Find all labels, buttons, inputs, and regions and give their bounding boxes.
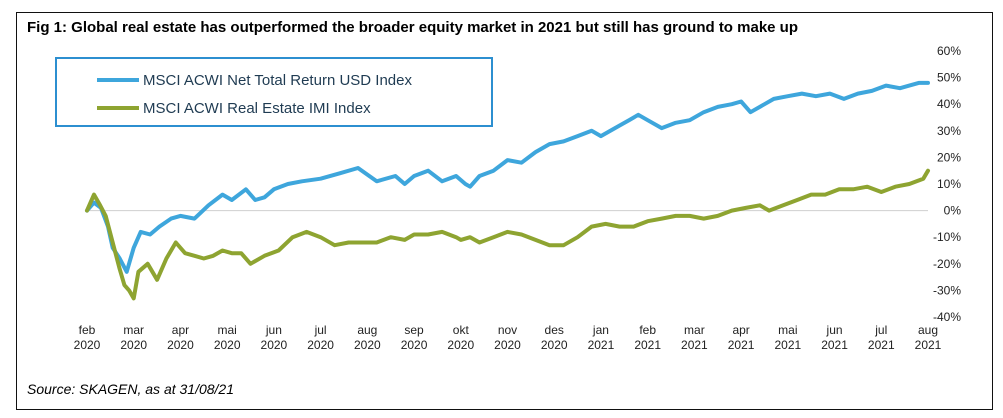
x-tick-month: jun — [265, 323, 282, 337]
x-tick-year: 2020 — [261, 338, 288, 352]
x-tick-year: 2020 — [120, 338, 147, 352]
x-tick-year: 2020 — [447, 338, 474, 352]
x-tick-month: mai — [778, 323, 797, 337]
x-tick-month: des — [545, 323, 564, 337]
y-tick-label: 10% — [937, 177, 961, 191]
chart-legend: MSCI ACWI Net Total Return USD Index MSC… — [55, 57, 493, 127]
x-tick-year: 2021 — [774, 338, 801, 352]
source-note: Source: SKAGEN, as at 31/08/21 — [27, 381, 235, 397]
x-tick-month: aug — [357, 323, 377, 337]
x-tick-year: 2021 — [915, 338, 942, 352]
x-tick-month: mai — [217, 323, 236, 337]
x-tick-year: 2021 — [588, 338, 615, 352]
x-tick-year: 2020 — [354, 338, 381, 352]
x-tick-month: okt — [453, 323, 470, 337]
y-tick-label: -10% — [933, 230, 961, 244]
x-tick-month: nov — [498, 323, 517, 337]
legend-label-real-estate: MSCI ACWI Real Estate IMI Index — [143, 99, 371, 117]
x-tick-year: 2020 — [541, 338, 568, 352]
y-tick-label: 20% — [937, 150, 961, 164]
y-tick-label: -20% — [933, 257, 961, 271]
y-tick-label: 40% — [937, 97, 961, 111]
series-line-real-estate — [85, 168, 930, 301]
x-tick-year: 2021 — [634, 338, 661, 352]
x-tick-year: 2020 — [401, 338, 428, 352]
y-tick-label: 30% — [937, 124, 961, 138]
x-tick-month: jul — [874, 323, 887, 337]
y-tick-label: -30% — [933, 283, 961, 297]
legend-label-acwi: MSCI ACWI Net Total Return USD Index — [143, 71, 412, 89]
y-tick-label: 60% — [937, 44, 961, 58]
y-tick-label: -40% — [933, 310, 961, 324]
x-tick-month: jul — [314, 323, 327, 337]
x-tick-year: 2020 — [214, 338, 241, 352]
x-tick-month: jan — [592, 323, 609, 337]
x-tick-month: mar — [684, 323, 705, 337]
x-tick-year: 2021 — [681, 338, 708, 352]
x-tick-month: jun — [826, 323, 843, 337]
legend-item-real-estate: MSCI ACWI Real Estate IMI Index — [97, 97, 371, 119]
x-tick-month: feb — [639, 323, 656, 337]
chart-svg: 60% 50% 40% 30% 20% 10% 0% -10% -20% -30% -40% feb… — [74, 44, 962, 352]
series-layer — [85, 80, 930, 301]
x-tick-year: 2021 — [868, 338, 895, 352]
figure-frame: Fig 1: Global real estate has outperform… — [16, 12, 993, 410]
x-tick-month: apr — [732, 323, 749, 337]
x-axis-ticks: feb2020mar2020apr2020mai2020jun2020jul20… — [74, 323, 942, 352]
x-tick-month: aug — [918, 323, 938, 337]
x-tick-year: 2020 — [74, 338, 101, 352]
x-tick-year: 2021 — [821, 338, 848, 352]
chart-title: Fig 1: Global real estate has outperform… — [27, 19, 798, 36]
y-axis-ticks: 60% 50% 40% 30% 20% 10% 0% -10% -20% -30% -40% — [933, 44, 961, 324]
x-tick-year: 2020 — [167, 338, 194, 352]
x-tick-month: feb — [79, 323, 96, 337]
x-tick-month: mar — [123, 323, 144, 337]
x-tick-year: 2021 — [728, 338, 755, 352]
legend-swatch-real-estate — [97, 106, 139, 110]
legend-swatch-acwi — [97, 78, 139, 82]
y-tick-label: 0% — [944, 204, 962, 218]
legend-item-acwi: MSCI ACWI Net Total Return USD Index — [97, 69, 412, 91]
x-tick-year: 2020 — [494, 338, 521, 352]
x-tick-month: apr — [172, 323, 189, 337]
y-tick-label: 50% — [937, 71, 961, 85]
x-tick-month: sep — [404, 323, 424, 337]
series-line-acwi — [85, 80, 930, 274]
x-tick-year: 2020 — [307, 338, 334, 352]
